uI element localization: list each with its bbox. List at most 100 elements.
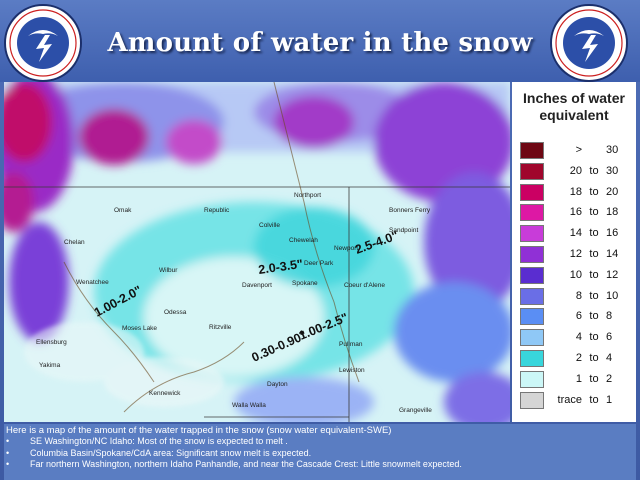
legend-value: 2: [575, 351, 582, 364]
place-label: Moses Lake: [122, 325, 157, 332]
place-label: Bonners Ferry: [389, 207, 431, 214]
place-label: Newport: [334, 245, 358, 252]
place-label: Davenport: [242, 282, 272, 289]
legend-value: to: [589, 227, 599, 240]
legend-value: 14: [606, 247, 619, 260]
legend-title: Inches of water equivalent: [523, 90, 625, 123]
caption-bullet: • SE Washington/NC Idaho: Most of the sno…: [6, 436, 288, 446]
legend-value: 10: [569, 268, 582, 281]
legend-value: 16: [569, 206, 582, 219]
legend-swatch: [520, 308, 544, 326]
legend-value: to: [589, 393, 599, 406]
nws-logo-left: [2, 2, 84, 84]
legend-swatch: [520, 370, 544, 388]
legend-row: 2 to 4: [520, 348, 632, 369]
legend-swatch: [520, 245, 544, 263]
legend-value: to: [589, 185, 599, 198]
legend-value: >: [575, 144, 582, 156]
place-label: Sandpoint: [389, 227, 418, 234]
place-label: Pullman: [339, 341, 363, 348]
legend-value: 1: [606, 393, 613, 406]
place-label: Yakima: [39, 362, 61, 369]
legend-value: 6: [575, 310, 582, 323]
swe-map: Northport Colville Republic Chewelah New…: [4, 82, 510, 422]
legend-value: 6: [606, 331, 613, 344]
place-label: Spokane: [292, 280, 318, 287]
place-label: Ritzville: [209, 324, 232, 331]
legend-value: to: [589, 206, 599, 219]
legend-row: 16 to 18: [520, 202, 632, 223]
legend-value: to: [589, 331, 599, 344]
legend-swatch: [520, 349, 544, 367]
legend-swatch: [520, 266, 544, 284]
legend-swatch: [520, 142, 544, 159]
legend-value: 30: [606, 144, 619, 156]
legend-value: 18: [606, 206, 619, 219]
nws-logo-right: [548, 2, 630, 84]
legend-value: 14: [569, 227, 582, 240]
legend-swatch: [520, 225, 544, 243]
legend-value: 20: [569, 164, 582, 177]
legend-row: 10 to 12: [520, 265, 632, 286]
place-label: Kennewick: [149, 390, 181, 397]
legend-value: 20: [606, 185, 619, 198]
region-label: 2.0-3.5": [257, 257, 303, 277]
legend-rows: >30 20 to 30 18 to 20 16 to 18 14 to 16 12 to 14 10 to 12 8…: [520, 140, 632, 410]
legend-swatch: [520, 204, 544, 222]
place-label: Republic: [204, 207, 230, 214]
legend-value: 8: [606, 310, 613, 323]
place-label: Walla Walla: [232, 402, 266, 409]
legend-value: to: [589, 310, 599, 323]
legend-swatch: [520, 183, 544, 201]
legend-value: to: [589, 164, 599, 177]
legend-row: 8 to 10: [520, 286, 632, 307]
legend-value: trace: [557, 393, 582, 406]
legend-value: to: [589, 289, 599, 302]
legend-row: trace to 1: [520, 390, 632, 411]
legend-value: to: [589, 372, 599, 385]
place-label: Wilbur: [159, 267, 178, 274]
place-label: Wenatchee: [76, 279, 109, 286]
caption-intro: Here is a map of the amount of the water…: [6, 425, 392, 436]
legend-value: 2: [606, 372, 613, 385]
legend-value: 8: [575, 289, 582, 302]
place-label: Chewelah: [289, 237, 318, 244]
legend-panel: Inches of water equivalent >30 20 to 30 18 to…: [512, 82, 636, 422]
place-label: Dayton: [267, 381, 288, 388]
legend-swatch: [520, 391, 544, 409]
legend-value: to: [589, 268, 599, 281]
legend-value: 1: [575, 372, 582, 385]
legend-value: 12: [606, 268, 619, 281]
place-label: Northport: [294, 192, 321, 199]
legend-value: 4: [575, 331, 582, 344]
legend-value: 30: [606, 164, 619, 177]
legend-value: 12: [569, 247, 582, 260]
legend-row: 6 to 8: [520, 306, 632, 327]
caption-bullet: • Far northern Washington, northern Idaho…: [6, 459, 462, 469]
place-label: Ellensburg: [36, 339, 67, 346]
page-title: Amount of water in the snow: [107, 28, 533, 58]
place-label: Grangeville: [399, 407, 432, 414]
legend-row: >30: [520, 140, 632, 161]
legend-swatch: [520, 287, 544, 305]
place-label: Omak: [114, 207, 132, 214]
place-label: Coeur d'Alene: [344, 282, 385, 289]
place-label: Deer Park: [304, 260, 334, 267]
legend-value: 10: [606, 289, 619, 302]
legend-row: 14 to 16: [520, 223, 632, 244]
legend-row: 20 to 30: [520, 161, 632, 182]
place-label: Lewiston: [339, 367, 365, 374]
caption-panel: Here is a map of the amount of the water…: [4, 424, 636, 480]
legend-value: 16: [606, 227, 619, 240]
legend-row: 4 to 6: [520, 327, 632, 348]
legend-swatch: [520, 162, 544, 180]
legend-row: 12 to 14: [520, 244, 632, 265]
place-label: Odessa: [164, 309, 187, 316]
legend-value: 4: [606, 351, 613, 364]
legend-value: to: [589, 351, 599, 364]
header-bar: [0, 0, 640, 82]
caption-bullets: • SE Washington/NC Idaho: Most of the sno…: [4, 436, 462, 471]
place-label: Chelan: [64, 239, 85, 246]
legend-value: 18: [569, 185, 582, 198]
legend-value: to: [589, 247, 599, 260]
